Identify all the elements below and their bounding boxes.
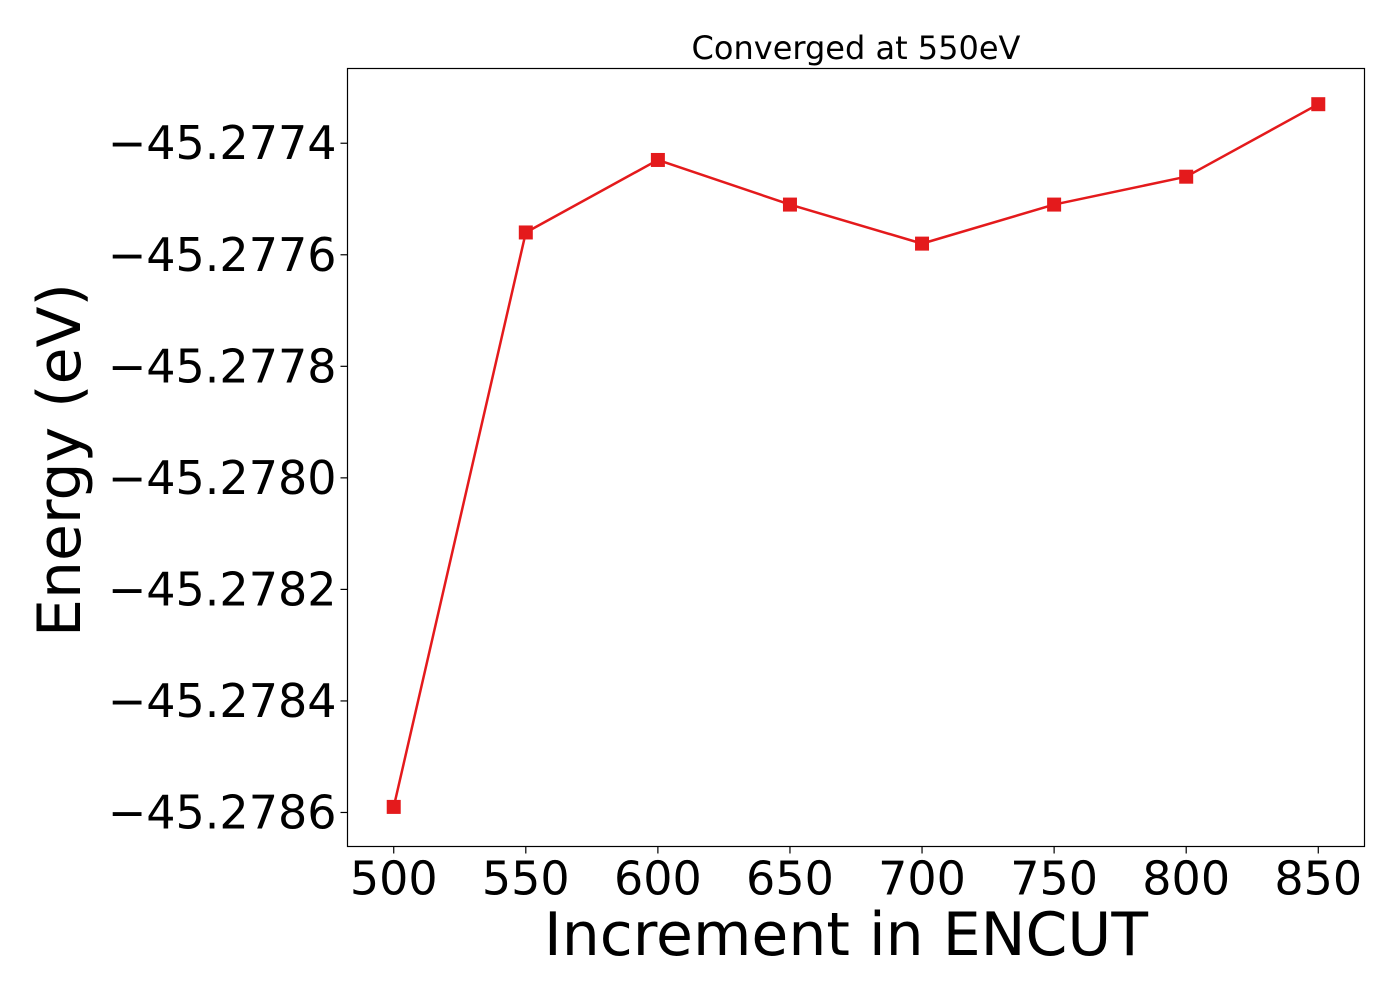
chart-title: Converged at 550eV xyxy=(692,29,1021,67)
y-axis-ticks: −45.2774 −45.2776 −45.2778 −45.2780 −45.2782… xyxy=(108,116,348,839)
x-tick-label: 850 xyxy=(1274,852,1362,906)
x-axis-label: Increment in ENCUT xyxy=(544,900,1148,970)
y-tick-label: −45.2776 xyxy=(108,228,337,282)
data-point-marker xyxy=(1179,169,1194,184)
x-tick-label: 600 xyxy=(614,852,702,906)
x-tick-label: 750 xyxy=(1010,852,1098,906)
plot-area xyxy=(346,67,1366,848)
data-point-marker xyxy=(1311,97,1326,112)
series-layer xyxy=(386,97,1326,814)
x-tick-label: 500 xyxy=(350,852,438,906)
data-point-marker xyxy=(386,799,401,814)
x-tick-label: 800 xyxy=(1142,852,1230,906)
y-tick-label: −45.2784 xyxy=(108,674,337,728)
x-tick-label: 700 xyxy=(878,852,966,906)
y-tick-label: −45.2782 xyxy=(108,562,337,616)
data-point-marker xyxy=(915,236,930,251)
data-point-marker xyxy=(518,225,533,240)
x-tick-label: 550 xyxy=(482,852,570,906)
data-point-marker xyxy=(650,152,665,167)
y-tick-label: −45.2780 xyxy=(108,451,337,505)
y-tick-label: −45.2786 xyxy=(108,785,337,839)
data-point-marker xyxy=(782,197,797,212)
y-tick-label: −45.2778 xyxy=(108,339,337,393)
series-line xyxy=(392,103,1319,808)
x-tick-label: 650 xyxy=(746,852,834,906)
data-point-marker xyxy=(1047,197,1062,212)
y-tick-label: −45.2774 xyxy=(108,116,337,170)
x-axis-ticks: 500 550 600 650 700 750 800 850 xyxy=(350,846,1362,906)
y-axis-label: Energy (eV) xyxy=(25,283,95,637)
